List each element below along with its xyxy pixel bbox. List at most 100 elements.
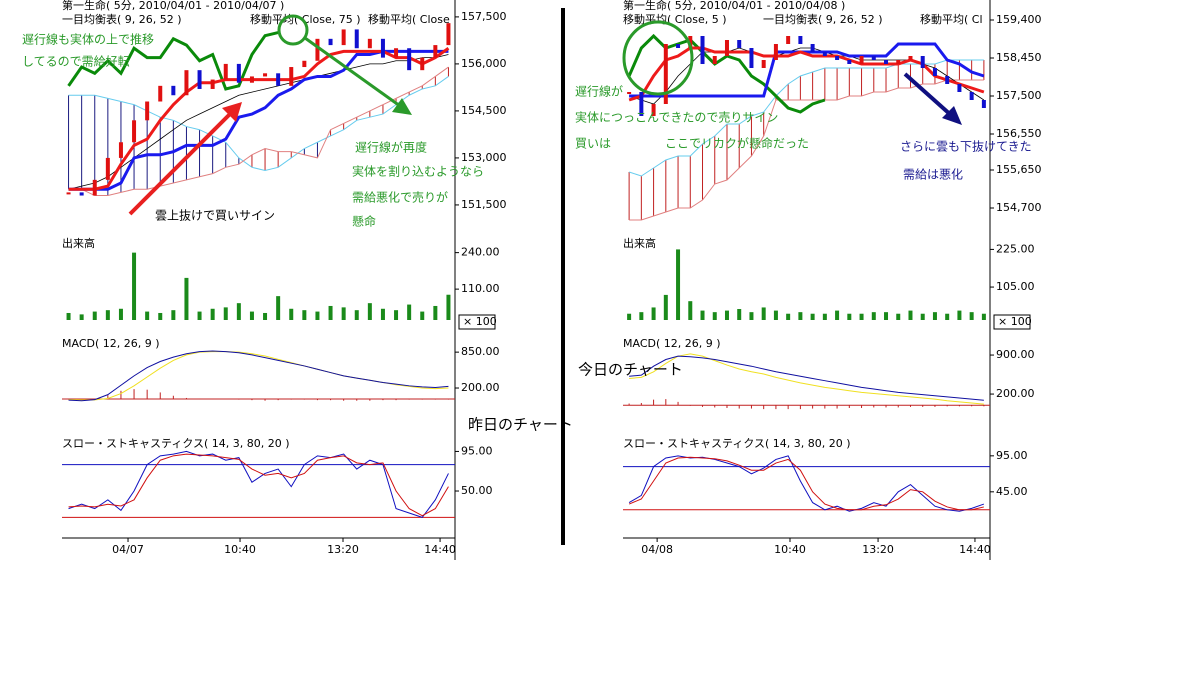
volume-bar xyxy=(957,310,962,320)
candle xyxy=(822,52,827,56)
annotation: 今日のチャート xyxy=(578,361,683,379)
circle-mark xyxy=(622,20,694,96)
candle xyxy=(210,79,215,89)
y-tick-label: 159,400 xyxy=(996,13,1042,26)
x-tick-label: 04/07 xyxy=(112,543,144,556)
candle xyxy=(66,192,71,195)
candle xyxy=(724,40,729,56)
series-line xyxy=(628,456,984,511)
annotation: 遅行線が xyxy=(575,84,623,99)
candle xyxy=(676,44,681,48)
volume-bar xyxy=(118,308,123,320)
y-tick-label: 200.00 xyxy=(461,381,500,394)
volume-bar xyxy=(676,249,681,320)
volume-bar xyxy=(394,310,399,320)
x-tick-label: 13:20 xyxy=(327,543,359,556)
volume-bar xyxy=(920,313,925,320)
cloud-span xyxy=(629,79,984,221)
candle xyxy=(341,29,346,46)
candle xyxy=(627,92,632,94)
volume-bar xyxy=(184,277,189,320)
indicator: 移動平均( Close xyxy=(368,12,450,26)
volume-bar xyxy=(773,310,778,320)
chart-title: 第一生命( 5分, 2010/04/01 - 2010/04/08 ) xyxy=(623,0,845,12)
candle xyxy=(367,38,372,49)
series-line xyxy=(628,455,985,512)
volume-bar xyxy=(908,310,913,320)
volume-bar xyxy=(712,312,717,320)
candle xyxy=(957,84,962,92)
volume-bar xyxy=(171,310,176,320)
series-line xyxy=(629,355,984,401)
volume-bar xyxy=(871,312,876,320)
y-tick-label: 156,000 xyxy=(461,57,507,70)
y-tick-label: 151,500 xyxy=(461,198,507,211)
candle xyxy=(289,67,294,86)
candle xyxy=(773,44,778,60)
volume-bar xyxy=(105,310,110,320)
panel-title: スロー・ストキャスティクス( 14, 3, 80, 20 ) xyxy=(62,437,290,450)
candle xyxy=(932,68,937,76)
y-tick-label: 154,700 xyxy=(996,201,1042,214)
volume-bar xyxy=(289,308,294,320)
x-tick-label: 10:40 xyxy=(224,543,256,556)
candle xyxy=(737,40,742,48)
volume-bar xyxy=(92,311,97,320)
unit-box xyxy=(458,314,496,330)
candle xyxy=(712,56,717,64)
volume-bar xyxy=(688,301,693,320)
volume-bar xyxy=(276,296,281,320)
annotation: 需給は悪化 xyxy=(903,168,963,182)
candle xyxy=(354,29,359,49)
series-line xyxy=(629,42,985,98)
annotation: 懸命 xyxy=(352,214,376,229)
volume-bar xyxy=(145,311,150,320)
candle xyxy=(920,56,925,68)
candle xyxy=(871,56,876,60)
annotation: 遅行線が再度 xyxy=(355,140,427,155)
volume-bar xyxy=(737,309,742,320)
indicator: 移動平均( Close, 5 ) xyxy=(623,12,727,26)
candle xyxy=(969,92,974,100)
y-tick-label: 154,500 xyxy=(461,104,507,117)
annotation: 実体を割り込むようなら xyxy=(352,164,484,179)
arrow xyxy=(304,36,401,108)
candle xyxy=(158,85,163,102)
candle xyxy=(394,48,399,58)
candle xyxy=(328,38,333,46)
panel-title: スロー・ストキャスティクス( 14, 3, 80, 20 ) xyxy=(623,437,851,450)
candle xyxy=(749,48,754,68)
candle xyxy=(276,73,281,86)
volume-bar xyxy=(66,312,71,320)
volume-bar xyxy=(627,313,632,320)
indicator: 一目均衡表( 9, 26, 52 ) xyxy=(763,12,883,26)
volume-bar xyxy=(810,313,815,320)
volume-bar xyxy=(249,311,254,320)
arrow xyxy=(903,72,954,118)
chart-title: 第一生命( 5分, 2010/04/01 - 2010/04/07 ) xyxy=(62,0,284,12)
candle xyxy=(663,44,668,104)
y-tick-label: 95.00 xyxy=(461,444,493,457)
candle xyxy=(132,120,137,143)
y-tick-label: 225.00 xyxy=(996,242,1035,255)
volume-bar xyxy=(945,313,950,320)
series-line xyxy=(628,46,985,102)
y-tick-label: 157,500 xyxy=(996,89,1042,102)
volume-bar xyxy=(749,312,754,320)
volume-bar xyxy=(822,313,827,320)
annotation: 買いは xyxy=(575,137,611,151)
candle xyxy=(184,70,189,96)
volume-bar xyxy=(932,312,937,320)
y-tick-label: 50.00 xyxy=(461,484,493,497)
annotation: ここでリカクが懸命だった xyxy=(665,136,809,151)
volume-bar xyxy=(354,310,359,320)
volume-bar xyxy=(761,307,766,320)
volume-bar xyxy=(341,307,346,320)
volume-bar xyxy=(724,310,729,320)
candle xyxy=(847,60,852,64)
y-tick-label: 240.00 xyxy=(461,246,500,259)
candle xyxy=(197,70,202,89)
candle xyxy=(798,36,803,44)
volume-bar xyxy=(302,310,307,320)
volume-bar xyxy=(223,307,228,320)
